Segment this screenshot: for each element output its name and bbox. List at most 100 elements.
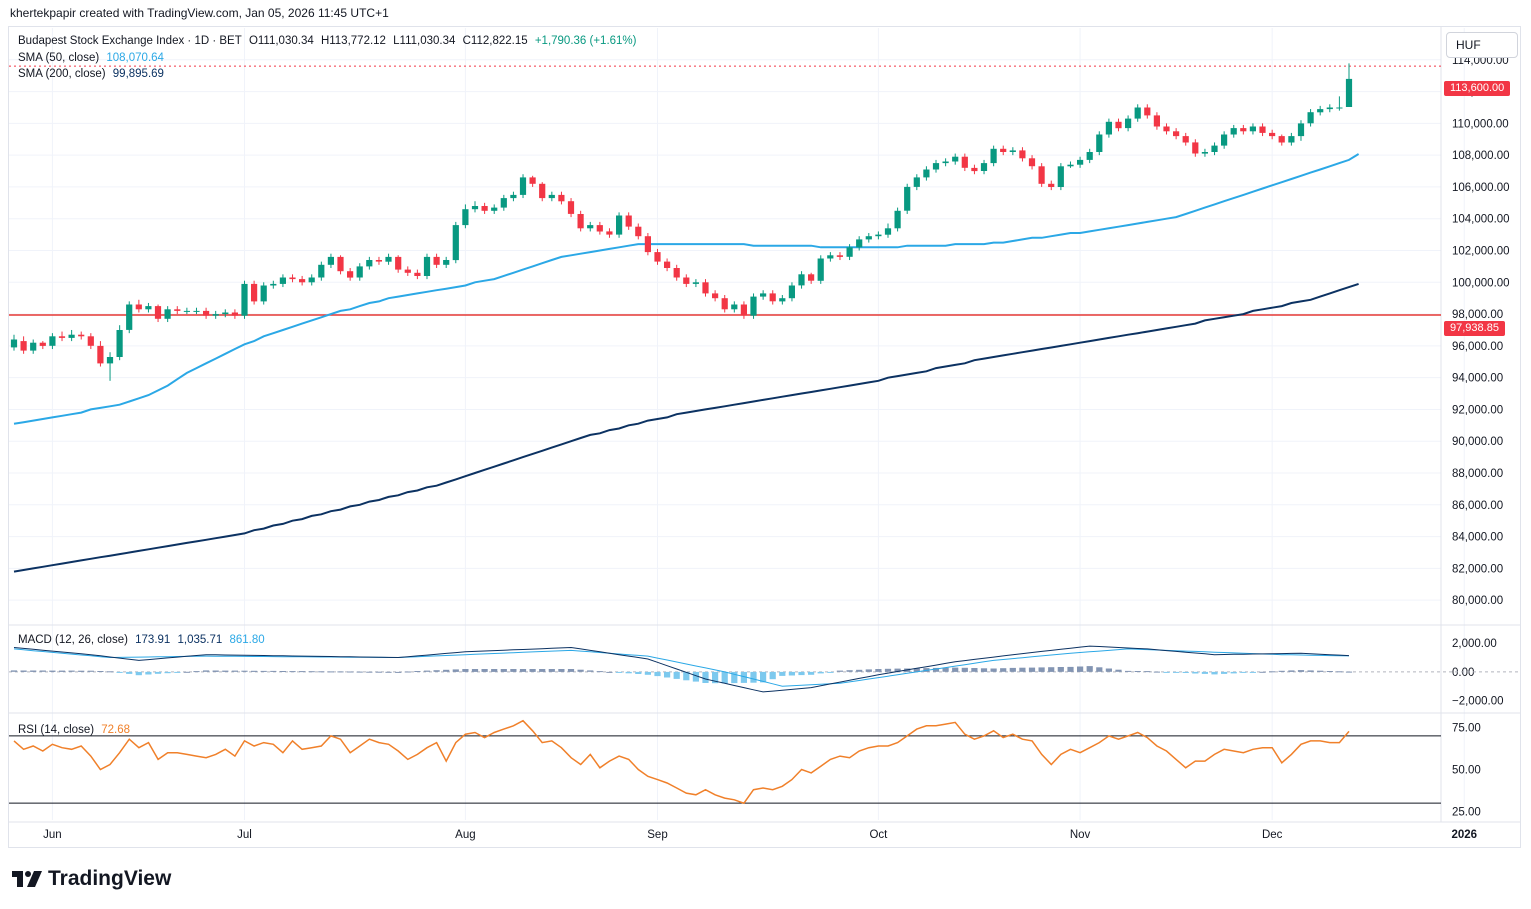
candle-body[interactable]	[318, 264, 325, 278]
candle-body[interactable]	[20, 341, 27, 351]
candle-body[interactable]	[39, 342, 46, 346]
candle-body[interactable]	[942, 161, 949, 164]
candle-body[interactable]	[68, 334, 75, 338]
candle-body[interactable]	[1201, 152, 1208, 154]
candle-body[interactable]	[404, 269, 411, 273]
candle-body[interactable]	[375, 260, 382, 262]
candle-body[interactable]	[251, 283, 258, 302]
sma50-line[interactable]	[13, 153, 1360, 425]
candle-body[interactable]	[769, 293, 776, 302]
candle-body[interactable]	[1259, 126, 1266, 133]
candle-body[interactable]	[97, 345, 104, 364]
candle-body[interactable]	[1192, 142, 1199, 154]
candle-body[interactable]	[414, 272, 421, 276]
candle-body[interactable]	[836, 255, 843, 257]
candle-body[interactable]	[366, 260, 373, 267]
candle-body[interactable]	[481, 206, 488, 211]
candle-body[interactable]	[1096, 134, 1103, 153]
candle-body[interactable]	[635, 226, 642, 237]
candle-body[interactable]	[1221, 134, 1228, 146]
candle-body[interactable]	[126, 304, 133, 330]
candle-body[interactable]	[1163, 126, 1170, 132]
candle-body[interactable]	[164, 309, 171, 319]
candle-body[interactable]	[145, 306, 152, 310]
macd-signal-line[interactable]	[13, 648, 1350, 687]
candle-body[interactable]	[183, 310, 190, 312]
candle-body[interactable]	[231, 312, 238, 316]
candle-body[interactable]	[1307, 112, 1314, 124]
rsi-legend[interactable]: RSI (14, close) 72.68	[18, 724, 134, 736]
candle-body[interactable]	[1115, 121, 1122, 129]
candle-body[interactable]	[1125, 118, 1132, 129]
candle-body[interactable]	[500, 198, 507, 208]
candle-body[interactable]	[395, 256, 402, 270]
candle-body[interactable]	[587, 225, 594, 229]
sma50-legend[interactable]: SMA (50, close) 108,070.64	[18, 52, 168, 64]
candle-body[interactable]	[1134, 107, 1141, 119]
candle-body[interactable]	[644, 236, 651, 253]
candle-body[interactable]	[721, 298, 728, 310]
candle-body[interactable]	[299, 279, 306, 283]
candle-body[interactable]	[980, 163, 988, 171]
sma200-legend[interactable]: SMA (200, close) 99,895.69	[18, 68, 168, 80]
sma200-line[interactable]	[13, 282, 1359, 573]
candle-body[interactable]	[347, 271, 354, 278]
candle-body[interactable]	[865, 236, 872, 240]
candle-body[interactable]	[529, 177, 536, 184]
candle-body[interactable]	[1028, 158, 1036, 167]
candle-body[interactable]	[49, 336, 56, 346]
candle-body[interactable]	[1297, 123, 1305, 137]
candle-body[interactable]	[289, 277, 296, 280]
macd-line[interactable]	[13, 645, 1350, 693]
candle-body[interactable]	[1077, 159, 1084, 165]
candle-body[interactable]	[462, 209, 469, 226]
candle-body[interactable]	[87, 336, 94, 346]
candle-body[interactable]	[577, 214, 584, 229]
candle-body[interactable]	[817, 258, 824, 281]
candle-body[interactable]	[270, 283, 277, 286]
candle-body[interactable]	[279, 277, 286, 284]
candle-body[interactable]	[654, 252, 661, 262]
candle-body[interactable]	[116, 330, 123, 357]
candle-body[interactable]	[30, 342, 37, 351]
candle-body[interactable]	[58, 336, 66, 338]
candle-body[interactable]	[894, 210, 901, 229]
candle-body[interactable]	[452, 225, 459, 261]
candle-body[interactable]	[106, 357, 114, 364]
candle-body[interactable]	[1173, 131, 1180, 137]
candle-body[interactable]	[846, 247, 853, 257]
candle-body[interactable]	[78, 334, 85, 337]
candle-body[interactable]	[788, 285, 795, 299]
candle-body[interactable]	[779, 298, 786, 302]
candle-body[interactable]	[203, 310, 210, 316]
candle-body[interactable]	[1249, 126, 1256, 132]
candle-body[interactable]	[750, 296, 757, 316]
candle-body[interactable]	[193, 310, 200, 312]
candle-body[interactable]	[519, 177, 527, 195]
candle-body[interactable]	[884, 228, 892, 235]
candle-body[interactable]	[904, 186, 911, 211]
candle-body[interactable]	[260, 285, 267, 302]
candle-body[interactable]	[433, 256, 440, 265]
candle-body[interactable]	[308, 277, 315, 283]
candle-body[interactable]	[760, 293, 767, 297]
candle-body[interactable]	[1336, 107, 1343, 109]
candle-body[interactable]	[154, 306, 162, 319]
candle-body[interactable]	[1317, 109, 1324, 113]
candle-body[interactable]	[1000, 148, 1007, 152]
candle-body[interactable]	[856, 239, 863, 248]
symbol-label[interactable]: Budapest Stock Exchange Index · 1D · BET	[18, 35, 242, 47]
candle-body[interactable]	[731, 304, 738, 310]
candle-body[interactable]	[1211, 145, 1218, 152]
candle-body[interactable]	[567, 201, 575, 214]
candle-body[interactable]	[327, 256, 334, 265]
candle-body[interactable]	[1048, 183, 1055, 187]
candle-body[interactable]	[471, 206, 479, 210]
candle-body[interactable]	[510, 194, 517, 199]
candle-body[interactable]	[135, 304, 142, 310]
candle-body[interactable]	[1153, 115, 1160, 127]
candle-body[interactable]	[1326, 107, 1333, 110]
candle-body[interactable]	[539, 183, 546, 199]
candle-body[interactable]	[952, 156, 959, 162]
